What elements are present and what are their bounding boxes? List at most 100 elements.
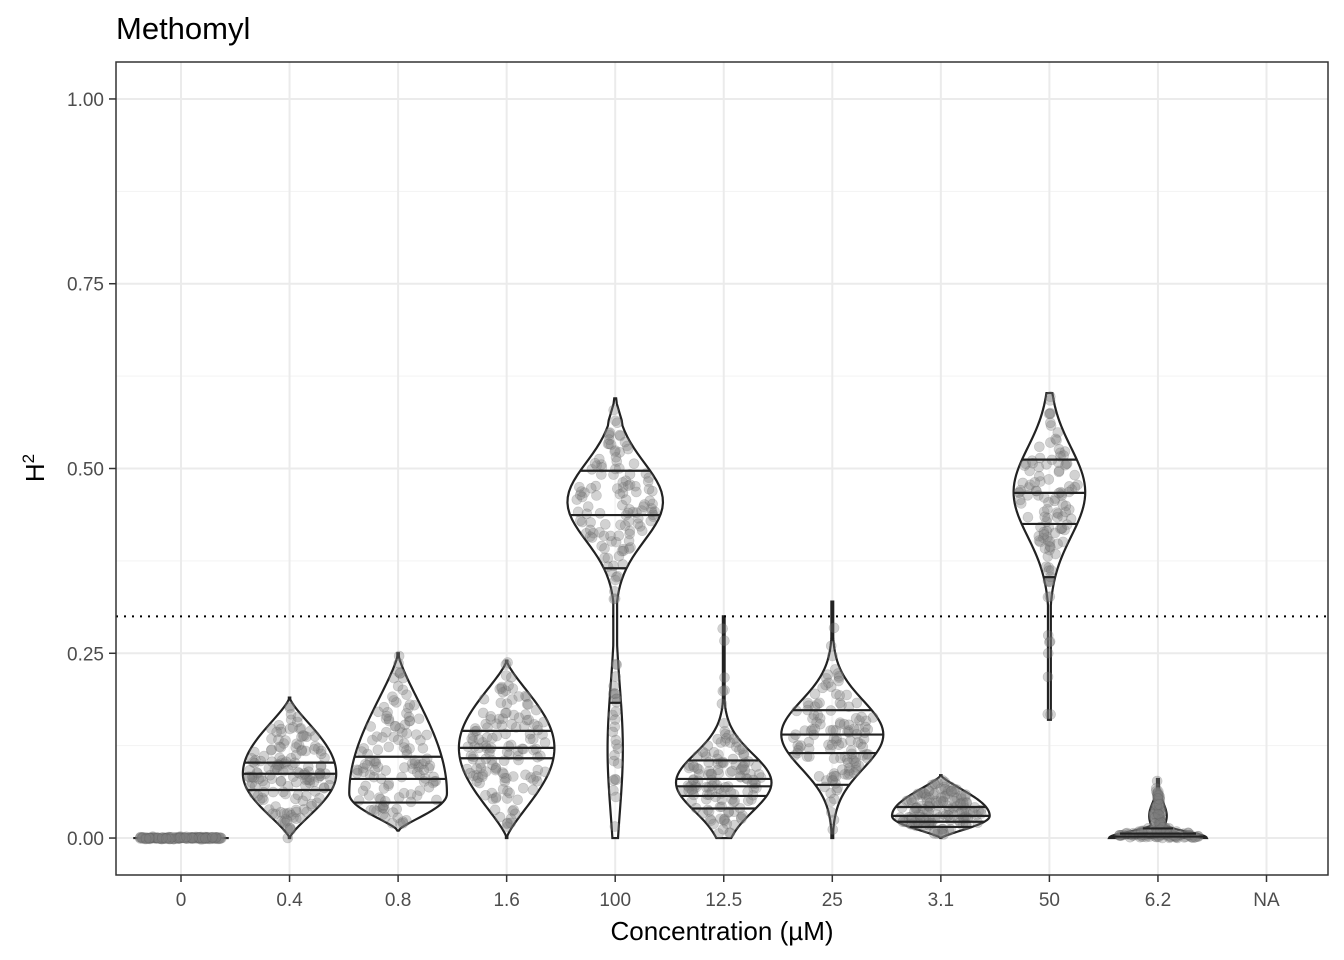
data-point-100 [584, 524, 596, 536]
data-point-0.8 [388, 731, 399, 743]
data-point-0 [193, 832, 205, 844]
data-point-6.2 [1152, 792, 1164, 803]
data-point-0.8 [378, 783, 390, 794]
data-point-25 [836, 737, 848, 749]
data-point-6.2 [1153, 816, 1165, 827]
data-point-1.6 [503, 741, 514, 752]
data-point-0 [137, 832, 149, 843]
data-point-25 [823, 677, 834, 689]
data-point-3.1 [929, 778, 941, 790]
data-point-0.8 [387, 691, 398, 703]
data-point-0.8 [401, 749, 413, 760]
data-point-0.4 [278, 738, 290, 749]
data-point-0.8 [359, 758, 371, 770]
data-point-6.2 [1152, 793, 1164, 804]
data-point-1.6 [494, 811, 506, 823]
data-point-6.2 [1150, 783, 1162, 794]
x-tick-label: 1.6 [493, 890, 519, 911]
data-point-0 [152, 832, 164, 844]
data-point-6.2 [1152, 798, 1164, 809]
data-point-0.8 [414, 769, 425, 781]
data-point-0.8 [390, 720, 401, 732]
data-point-50 [1043, 474, 1055, 485]
data-point-0.4 [279, 817, 291, 829]
data-point-100 [609, 574, 621, 586]
data-point-0.4 [298, 730, 310, 742]
data-point-100 [610, 445, 621, 456]
data-point-0 [173, 832, 184, 844]
data-point-1.6 [491, 730, 503, 742]
data-point-3.1 [945, 781, 956, 793]
data-point-50 [1033, 470, 1045, 482]
data-point-50 [1045, 709, 1056, 720]
data-point-0.8 [398, 787, 410, 799]
data-point-12.5 [730, 741, 742, 753]
data-point-0.8 [358, 766, 369, 778]
data-point-100 [576, 516, 588, 528]
data-point-3.1 [939, 781, 950, 793]
data-point-0 [216, 832, 227, 844]
data-point-0 [205, 833, 217, 845]
data-point-50 [1050, 548, 1061, 560]
data-point-0 [162, 832, 174, 843]
data-point-6.2 [1152, 787, 1164, 799]
data-point-1.6 [539, 766, 551, 778]
data-point-25 [843, 762, 855, 774]
data-point-25 [848, 767, 860, 779]
data-point-12.5 [731, 736, 743, 748]
data-point-100 [610, 734, 622, 746]
data-point-3.1 [913, 809, 925, 820]
data-point-100 [598, 530, 610, 542]
data-point-0 [211, 832, 222, 843]
data-point-50 [1060, 506, 1071, 518]
data-point-100 [611, 659, 623, 671]
data-point-0 [141, 833, 152, 844]
data-point-50 [1033, 461, 1045, 473]
data-point-100 [594, 508, 606, 519]
data-point-0.8 [406, 758, 418, 770]
data-point-3.1 [946, 785, 957, 797]
data-point-0.4 [281, 815, 293, 827]
data-point-100 [585, 482, 597, 494]
data-point-0 [158, 832, 170, 844]
data-point-25 [830, 771, 842, 782]
data-point-0 [211, 831, 222, 843]
data-point-1.6 [461, 763, 473, 775]
data-point-0 [177, 832, 189, 843]
data-point-1.6 [501, 772, 512, 784]
data-point-1.6 [507, 771, 519, 782]
data-point-25 [843, 719, 855, 731]
data-point-25 [828, 753, 840, 764]
data-point-100 [607, 726, 619, 738]
data-point-3.1 [948, 783, 960, 795]
data-point-100 [632, 518, 644, 530]
data-point-25 [815, 718, 826, 730]
data-point-50 [1014, 494, 1026, 506]
data-point-12.5 [715, 737, 727, 748]
data-point-6.2 [1153, 789, 1165, 801]
data-point-0.8 [392, 812, 404, 823]
data-point-0 [199, 832, 211, 844]
data-point-50 [1034, 441, 1045, 453]
data-point-1.6 [505, 672, 517, 683]
data-point-50 [1043, 562, 1055, 573]
data-point-0.8 [398, 742, 410, 753]
data-point-0.8 [393, 666, 404, 678]
data-point-0.4 [291, 738, 303, 750]
data-point-50 [1050, 433, 1061, 445]
data-point-1.6 [500, 670, 512, 681]
data-point-50 [1017, 477, 1029, 489]
data-point-6.2 [1154, 807, 1166, 819]
data-point-1.6 [500, 659, 512, 670]
data-point-25 [856, 711, 867, 723]
data-point-0.4 [313, 743, 324, 754]
data-point-0 [183, 832, 195, 843]
data-point-12.5 [724, 827, 735, 839]
data-point-0.8 [392, 734, 404, 746]
data-point-50 [1034, 536, 1046, 548]
data-point-0.4 [313, 772, 324, 783]
data-point-0.4 [267, 808, 279, 819]
data-point-12.5 [717, 685, 729, 697]
data-point-0 [215, 833, 226, 844]
data-point-3.1 [960, 790, 971, 802]
